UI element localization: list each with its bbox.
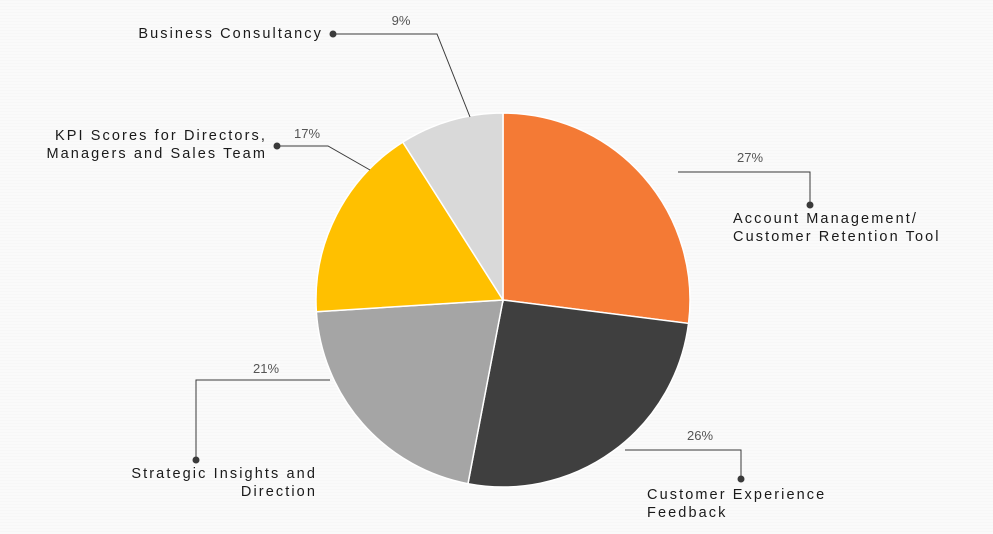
leader-dot-4 [329, 30, 337, 38]
leader-dot-1 [737, 475, 745, 483]
category-label-2-line-0: Strategic Insights and [131, 466, 317, 482]
category-label-1-line-1: Feedback [647, 505, 727, 521]
percent-label-1: 26% [687, 428, 713, 443]
category-label-1-line-0: Customer Experience [647, 487, 826, 503]
pie-slice-17pct [315, 141, 505, 313]
leader-dot-2 [192, 456, 200, 464]
category-label-0-line-0: Account Management/ [733, 211, 918, 227]
leader-line-3 [277, 145, 371, 171]
pie-slice-26pct [467, 299, 690, 488]
leader-line-1 [625, 449, 742, 479]
percent-label-2: 21% [253, 361, 279, 376]
pie-slice-9pct [401, 112, 504, 303]
leader-dot-0 [806, 201, 814, 209]
category-label-0-line-1: Customer Retention Tool [733, 229, 941, 245]
leader-line-4 [333, 33, 471, 118]
category-label-3-line-1: Managers and Sales Team [46, 146, 267, 162]
category-label-4-line-0: Business Consultancy [138, 26, 323, 42]
category-label-3-line-0: KPI Scores for Directors, [55, 128, 267, 144]
pie-slice-27pct [502, 112, 691, 325]
leader-dot-3 [273, 142, 281, 150]
percent-label-0: 27% [737, 150, 763, 165]
category-label-2-line-1: Direction [241, 484, 317, 500]
leader-line-0 [678, 171, 811, 205]
pie-slice-21pct [315, 299, 504, 485]
leader-line-2 [195, 379, 330, 460]
percent-label-4: 9% [392, 13, 411, 28]
percent-label-3: 17% [294, 126, 320, 141]
